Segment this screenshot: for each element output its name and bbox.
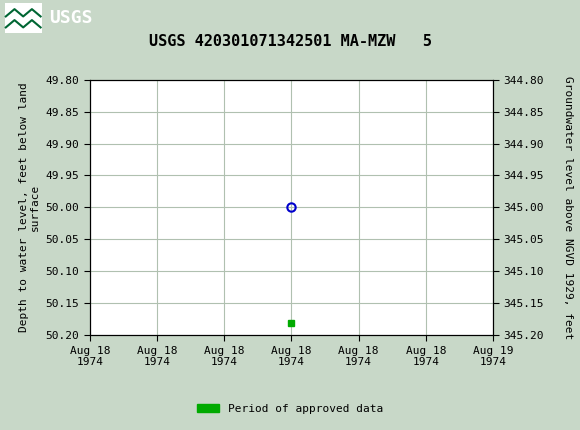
Text: USGS: USGS — [49, 9, 93, 27]
Legend: Period of approved data: Period of approved data — [193, 399, 387, 418]
Text: USGS 420301071342501 MA-MZW   5: USGS 420301071342501 MA-MZW 5 — [148, 34, 432, 49]
Y-axis label: Depth to water level, feet below land
surface: Depth to water level, feet below land su… — [19, 83, 40, 332]
Y-axis label: Groundwater level above NGVD 1929, feet: Groundwater level above NGVD 1929, feet — [563, 76, 574, 339]
FancyBboxPatch shape — [5, 3, 42, 33]
